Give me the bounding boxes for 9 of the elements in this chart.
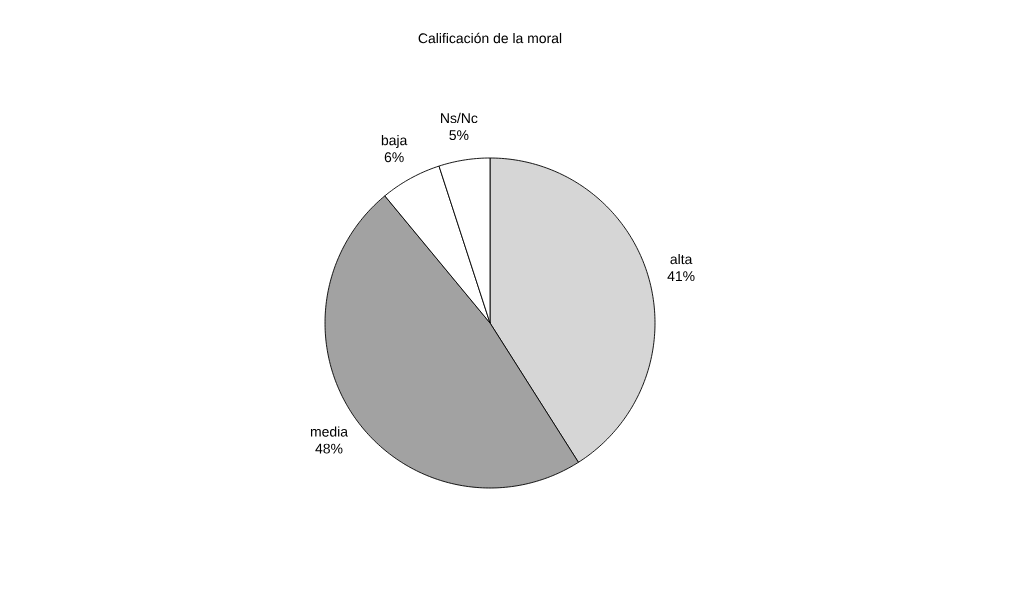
chart-title: Calificación de la moral bbox=[418, 32, 562, 44]
data-label: 6% bbox=[384, 152, 404, 163]
data-label: 41% bbox=[667, 271, 695, 282]
slice-label: media bbox=[310, 426, 349, 437]
slice-label: alta bbox=[670, 253, 693, 265]
slice-label: Ns/Nc bbox=[441, 112, 478, 124]
slice-label: baja bbox=[381, 135, 408, 149]
data-label: 48% bbox=[315, 443, 343, 454]
data-label: 5% bbox=[449, 130, 469, 141]
